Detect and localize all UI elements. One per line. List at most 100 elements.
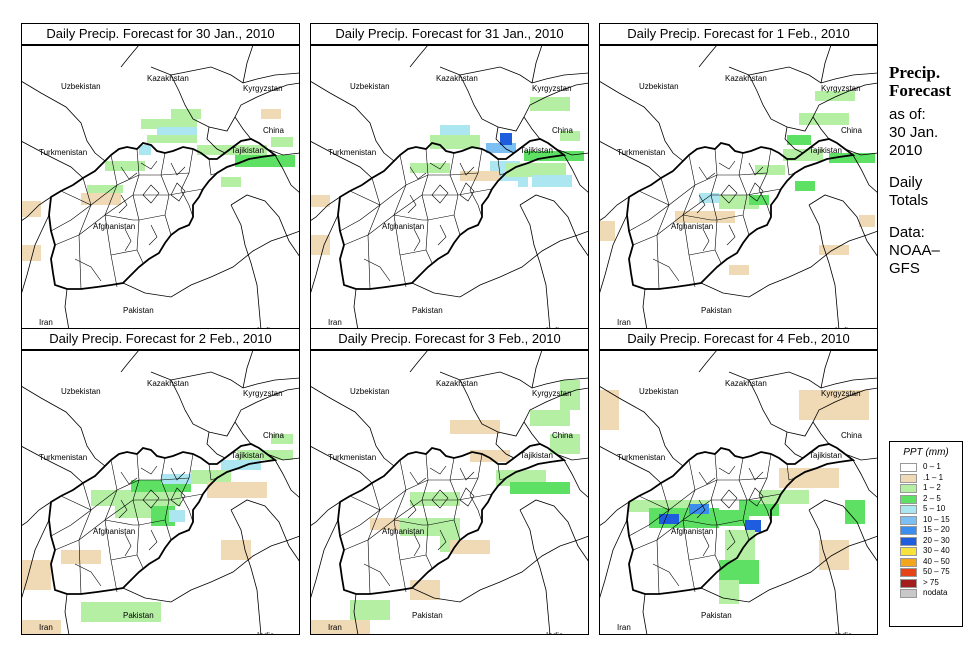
precip-cell bbox=[500, 133, 512, 145]
province-boundary bbox=[132, 148, 144, 264]
province-boundary bbox=[698, 471, 716, 485]
country-border bbox=[120, 350, 140, 373]
country-border bbox=[21, 385, 106, 467]
province-boundary bbox=[180, 453, 194, 523]
country-border bbox=[409, 45, 429, 68]
country-border bbox=[748, 74, 814, 132]
precip-cell bbox=[560, 131, 580, 141]
map-frame bbox=[21, 350, 300, 635]
country-border bbox=[531, 350, 543, 389]
province-boundary bbox=[148, 224, 158, 246]
precip-layer bbox=[310, 380, 580, 635]
country-border bbox=[700, 535, 878, 603]
country-border bbox=[728, 371, 878, 389]
country-border bbox=[122, 535, 300, 603]
legend-label: 1 – 2 bbox=[923, 483, 941, 492]
province-boundary bbox=[363, 258, 391, 282]
province-boundary bbox=[140, 160, 158, 170]
province-boundary bbox=[367, 482, 381, 595]
country-label-china: China bbox=[841, 431, 862, 440]
country-label-iran: Iran bbox=[617, 623, 631, 632]
precip-cell bbox=[410, 580, 440, 600]
country-border bbox=[599, 501, 630, 527]
country-border bbox=[844, 453, 878, 461]
precip-cell bbox=[560, 380, 580, 410]
province-boundary bbox=[726, 224, 736, 246]
country-border bbox=[599, 445, 662, 484]
province-boundary bbox=[74, 258, 102, 282]
precip-cell bbox=[745, 520, 761, 532]
country-border bbox=[242, 45, 254, 84]
province-boundary bbox=[421, 453, 433, 569]
country-border bbox=[563, 154, 589, 194]
province-boundary bbox=[748, 487, 764, 507]
province-boundary bbox=[363, 563, 391, 587]
country-label-tajikistan: Tajikistan bbox=[231, 451, 264, 460]
precip-cell bbox=[599, 221, 615, 241]
legend-item: nodata bbox=[890, 588, 962, 599]
country-border bbox=[820, 45, 832, 84]
country-label-kyrgyzstan: Kyrgyzstan bbox=[532, 389, 572, 398]
precip-cell bbox=[81, 193, 121, 205]
precip-cell bbox=[859, 215, 875, 227]
info-asof: as of: bbox=[889, 106, 926, 123]
country-label-china: China bbox=[263, 431, 284, 440]
country-border bbox=[234, 82, 300, 140]
province-boundary bbox=[469, 453, 483, 523]
province-boundary bbox=[652, 258, 680, 282]
province-boundary bbox=[339, 204, 381, 232]
precip-cell bbox=[21, 620, 61, 635]
country-border bbox=[310, 80, 395, 162]
country-border bbox=[852, 459, 878, 499]
country-label-afghanistan: Afghanistan bbox=[671, 222, 713, 231]
afghanistan-border bbox=[626, 443, 856, 595]
province-boundary bbox=[170, 487, 186, 507]
province-boundary bbox=[459, 487, 475, 507]
province-boundary bbox=[74, 563, 102, 587]
legend-label: 5 – 10 bbox=[923, 504, 946, 513]
province-boundary bbox=[429, 465, 447, 475]
panel-title: Daily Precip. Forecast for 2 Feb., 2010 bbox=[21, 328, 300, 350]
country-label-china: China bbox=[841, 126, 862, 135]
precip-cell bbox=[237, 450, 293, 460]
province-boundary bbox=[407, 194, 417, 214]
country-label-pakistan: Pakistan bbox=[701, 611, 732, 620]
country-label-india: India bbox=[835, 631, 853, 635]
precip-cell bbox=[532, 175, 572, 187]
country-label-afghanistan: Afghanistan bbox=[382, 222, 424, 231]
forecast-map: Kazakhstan Uzbekistan Kyrgyzstan China Turkm… bbox=[599, 45, 878, 330]
country-border bbox=[206, 431, 226, 459]
country-border bbox=[519, 499, 589, 563]
province-boundary bbox=[632, 188, 782, 246]
province-boundary bbox=[409, 166, 427, 180]
country-border bbox=[120, 45, 140, 68]
precip-cell bbox=[410, 163, 450, 173]
info-title-line2: Forecast bbox=[889, 81, 951, 100]
precip-cell bbox=[599, 390, 619, 430]
legend-swatch bbox=[900, 568, 917, 577]
country-border bbox=[310, 385, 395, 467]
precip-cell bbox=[139, 145, 151, 155]
country-label-iran: Iran bbox=[617, 318, 631, 327]
legend-label: 20 – 30 bbox=[923, 535, 950, 545]
precip-cell bbox=[410, 492, 460, 506]
precip-cell bbox=[21, 245, 41, 261]
province-boundary bbox=[142, 184, 160, 204]
country-border bbox=[784, 126, 804, 154]
precip-cell bbox=[486, 143, 516, 153]
country-label-india: India bbox=[546, 631, 564, 635]
country-label-kazakhstan: Kazakhstan bbox=[147, 379, 189, 388]
province-boundary bbox=[497, 158, 507, 176]
province-boundary bbox=[702, 533, 710, 557]
afghanistan-border bbox=[337, 443, 567, 595]
precip-cell bbox=[191, 470, 231, 484]
precip-cell bbox=[799, 390, 869, 420]
country-label-kyrgyzstan: Kyrgyzstan bbox=[532, 84, 572, 93]
province-boundary bbox=[720, 489, 738, 509]
province-boundary bbox=[393, 519, 455, 526]
country-border bbox=[599, 196, 630, 222]
country-label-afghanistan: Afghanistan bbox=[382, 527, 424, 536]
afghanistan-border bbox=[626, 138, 856, 290]
legend-title: PPT (mm) bbox=[903, 447, 949, 458]
forecast-panel-31-jan: Daily Precip. Forecast for 31 Jan., 2010… bbox=[310, 23, 589, 330]
